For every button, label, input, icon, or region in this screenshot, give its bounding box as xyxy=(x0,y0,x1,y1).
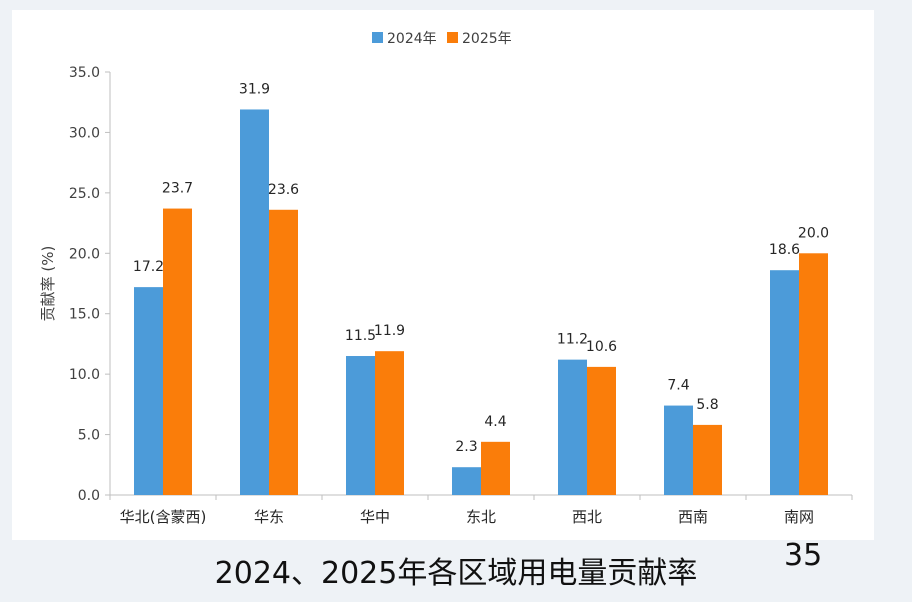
bar-2024 xyxy=(240,109,269,496)
y-tick-label: 0.0 xyxy=(78,488,100,504)
data-label: 2.3 xyxy=(455,439,477,455)
bar-2025 xyxy=(587,366,616,495)
x-tick-label: 西南 xyxy=(678,508,708,526)
y-tick-label: 25.0 xyxy=(69,186,100,202)
x-tick-label: 南网 xyxy=(784,508,814,526)
data-label: 11.2 xyxy=(557,332,588,348)
data-label: 5.8 xyxy=(696,397,718,413)
y-tick-label: 15.0 xyxy=(69,307,100,323)
data-label: 20.0 xyxy=(798,225,829,241)
x-tick-label: 西北 xyxy=(572,508,602,526)
data-label: 17.2 xyxy=(133,259,164,275)
x-tick-label: 华东 xyxy=(254,508,284,526)
data-label: 10.6 xyxy=(586,339,617,355)
y-tick-label: 20.0 xyxy=(69,246,100,262)
y-axis-label: 贡献率 (%) xyxy=(39,246,57,322)
bar-2024 xyxy=(134,287,163,495)
y-tick-label: 30.0 xyxy=(69,125,100,141)
legend-swatch xyxy=(372,32,383,43)
bar-2025 xyxy=(481,441,510,495)
data-label: 23.6 xyxy=(268,182,299,198)
data-label: 31.9 xyxy=(239,81,270,97)
bar-2025 xyxy=(163,208,192,495)
y-tick-label: 10.0 xyxy=(69,367,100,383)
legend-label: 2024年 xyxy=(387,31,437,47)
y-tick-label: 5.0 xyxy=(78,428,100,444)
data-label: 11.5 xyxy=(345,328,376,344)
x-tick-label: 华中 xyxy=(360,508,390,526)
bar-2025 xyxy=(375,351,404,495)
bar-2024 xyxy=(452,467,481,495)
bar-2025 xyxy=(693,424,722,495)
x-tick-label: 华北(含蒙西) xyxy=(120,508,207,526)
data-label: 11.9 xyxy=(374,323,405,339)
page-number: 35 xyxy=(784,538,823,573)
data-label: 7.4 xyxy=(667,378,689,394)
bar-2025 xyxy=(799,253,828,495)
bar-2024 xyxy=(664,405,693,495)
legend-swatch xyxy=(447,32,458,43)
slide-caption: 2024、2025年各区域用电量贡献率 xyxy=(214,556,698,591)
legend-label: 2025年 xyxy=(462,31,512,47)
bar-2024 xyxy=(558,359,587,495)
data-label: 4.4 xyxy=(484,414,506,430)
bar-chart: 0.0 5.0 10.0 15.0 20.0 25.0 30.0 35.0 贡献率 (%) 17.… xyxy=(39,31,853,526)
bar-2024 xyxy=(346,356,375,495)
x-tick-label: 东北 xyxy=(466,508,496,526)
bar-2024 xyxy=(770,270,799,495)
data-label: 18.6 xyxy=(769,242,800,258)
bar-2025 xyxy=(269,209,298,495)
y-tick-label: 35.0 xyxy=(69,65,100,81)
data-label: 23.7 xyxy=(162,181,193,197)
